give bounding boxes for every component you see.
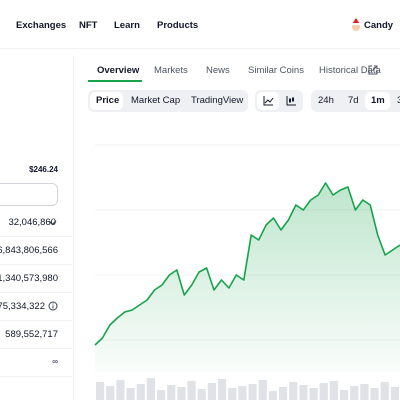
volume-bar	[299, 385, 308, 400]
nav-link[interactable]: Exchanges	[16, 20, 67, 31]
volume-bar	[350, 386, 359, 400]
volume-bar	[157, 390, 166, 400]
volume-bar	[96, 382, 105, 400]
volume-bar	[136, 384, 145, 400]
divider	[0, 264, 72, 265]
divider	[0, 320, 72, 321]
top-nav: Exchanges NFT Learn Products Candy	[0, 0, 400, 49]
tab-underline	[88, 80, 142, 82]
user-name[interactable]: Candy	[364, 20, 394, 31]
candle-icon[interactable]	[286, 96, 297, 106]
volume-bar	[319, 383, 328, 400]
divider	[0, 236, 72, 237]
line-icon	[263, 96, 274, 106]
volume-bar	[177, 387, 186, 400]
nav-link[interactable]: Products	[157, 20, 199, 31]
volume-bar	[248, 384, 257, 400]
volume-bar	[289, 382, 298, 400]
volume-bar	[340, 390, 349, 400]
info-icon[interactable]	[48, 301, 58, 311]
stat-value: 1,340,573,980	[0, 273, 58, 284]
volume-bar	[218, 379, 227, 400]
tab[interactable]: Historical Data	[319, 65, 381, 76]
volume-bar	[238, 386, 247, 400]
volume-bar	[197, 389, 206, 400]
volume-bar	[370, 388, 379, 400]
divider	[0, 292, 72, 293]
toggle-group	[88, 90, 248, 112]
stat-value: 6,843,806,566	[0, 245, 58, 256]
volume-bar	[390, 387, 399, 400]
volume-bar	[167, 385, 176, 400]
chart-style-group	[255, 90, 303, 112]
volume-bar	[207, 383, 216, 400]
volume-bar	[106, 386, 115, 400]
stat-value: 75,334,322	[0, 301, 45, 312]
separator	[73, 55, 74, 400]
volume-bar	[116, 380, 125, 400]
nav-link[interactable]: NFT	[79, 20, 98, 31]
range-button[interactable]: 24h	[318, 95, 334, 106]
chevron[interactable]	[48, 219, 57, 227]
toggle-button[interactable]: Price	[96, 95, 120, 106]
volume-bar	[279, 387, 288, 400]
tab[interactable]: Overview	[97, 65, 140, 76]
range-button[interactable]: 3	[397, 95, 400, 106]
volume-bar	[380, 382, 389, 400]
stat-value: 589,552,717	[5, 329, 58, 340]
range-button[interactable]: 7d	[348, 95, 359, 106]
divider	[0, 376, 72, 377]
tab[interactable]: News	[206, 65, 230, 76]
range-active	[365, 92, 390, 110]
volume-bar	[126, 388, 135, 400]
volume-bar	[228, 388, 237, 400]
stat-value: ∞	[52, 357, 58, 366]
user-avatar	[352, 18, 360, 31]
style-active[interactable]	[257, 92, 279, 110]
price-line	[94, 182, 400, 346]
volume-bar	[329, 381, 338, 400]
volume-bar	[258, 380, 267, 400]
tab[interactable]: Markets	[154, 65, 188, 76]
volume-bar	[360, 384, 369, 400]
volume-bar	[268, 391, 277, 400]
volume-bar	[187, 381, 196, 400]
range-button[interactable]: 1m	[371, 95, 385, 106]
tab[interactable]: Similar Coins	[248, 65, 304, 76]
stat-value: 32,046,860	[8, 217, 56, 228]
volume-bar	[309, 388, 318, 400]
price-area	[95, 183, 400, 372]
nav-link[interactable]: Learn	[114, 20, 140, 31]
toggle-button[interactable]: Market Cap	[131, 95, 181, 106]
divider	[0, 348, 72, 349]
input-box[interactable]	[0, 183, 58, 206]
toggle-button[interactable]: TradingView	[191, 95, 244, 106]
volume-bar	[146, 378, 155, 400]
price: $246.24	[29, 165, 58, 174]
toggle-active	[90, 92, 123, 110]
external-icon	[368, 65, 378, 75]
